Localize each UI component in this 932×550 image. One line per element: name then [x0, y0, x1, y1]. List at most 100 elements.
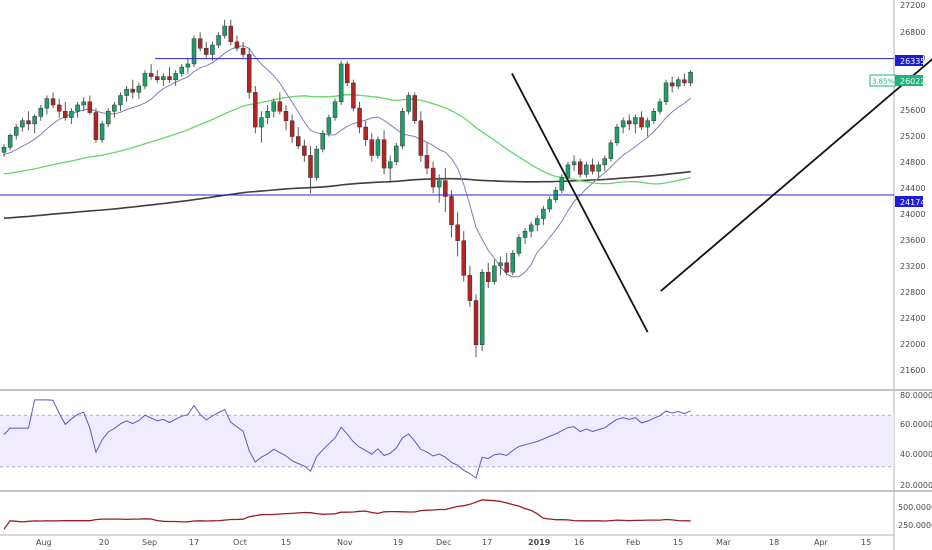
price-tick: 22400 [900, 314, 925, 323]
candle-body [657, 101, 663, 112]
candle-body [528, 224, 534, 232]
trendline [511, 72, 649, 333]
rsi-line [3, 399, 691, 479]
candle-body [326, 117, 332, 134]
candle-body [185, 63, 191, 68]
price-tick: 27200 [900, 1, 925, 10]
candle-body [590, 164, 595, 172]
volume-line [3, 499, 691, 530]
candle-body [124, 88, 129, 96]
volume-layer [3, 499, 691, 530]
candle-body [663, 82, 669, 103]
moving-average-layer [3, 45, 691, 278]
candle-body [314, 148, 319, 178]
moving-average-line [3, 170, 691, 219]
candle-body [455, 224, 460, 241]
candle-body [345, 63, 350, 84]
level-tag-lower [895, 196, 923, 207]
candle-body [357, 107, 362, 128]
candle-body [449, 196, 454, 226]
time-tick: Oct [233, 538, 247, 547]
candle-body [676, 79, 681, 87]
candle-body [130, 88, 135, 93]
candle-body [234, 41, 240, 49]
time-tick: 15 [673, 538, 683, 547]
candle-body [351, 82, 356, 109]
candle-body [265, 111, 270, 118]
candle-body [81, 101, 86, 106]
candle-body [651, 111, 657, 121]
candle-body [614, 126, 620, 144]
moving-average-line [3, 94, 691, 185]
volume-tick: 500.0000 [898, 503, 932, 512]
candle-body [332, 101, 338, 118]
candle-body [320, 133, 326, 150]
price-tick: 25200 [900, 132, 925, 141]
candle-body [584, 164, 589, 175]
candle-body [1, 146, 7, 153]
candle-body [375, 139, 381, 156]
candlestick-layer [1, 19, 693, 358]
candle-body [20, 120, 25, 128]
candle-body [535, 218, 540, 226]
candle-body [277, 101, 283, 112]
candle-body [639, 117, 644, 128]
price-tick: 24800 [900, 158, 925, 167]
candle-body [87, 101, 93, 113]
candle-body [253, 92, 258, 128]
candle-body [246, 54, 252, 93]
time-tick: Aug [36, 538, 52, 547]
candle-body [394, 145, 399, 163]
candle-body [302, 145, 307, 156]
rsi-tick: 60.0000 [900, 420, 932, 429]
candle-body [240, 47, 246, 55]
trendline-layer [511, 58, 932, 333]
candle-body [50, 98, 56, 106]
rsi-tick: 20.0000 [900, 481, 932, 490]
candle-body [412, 95, 417, 121]
candle-body [467, 275, 473, 301]
moving-average-line [3, 45, 691, 278]
level-tag-lower-text: 24174 [900, 198, 925, 207]
trendline [660, 58, 932, 292]
candle-body [14, 126, 19, 136]
candle-body [602, 158, 607, 166]
candle-body [56, 104, 62, 112]
candle-body [112, 104, 117, 112]
time-tick: 17 [482, 538, 492, 547]
candle-body [479, 271, 485, 346]
candle-body [69, 111, 74, 118]
candle-body [7, 135, 13, 148]
candle-body [461, 240, 466, 276]
candle-body [26, 120, 31, 125]
level-tag-upper-text: 26335 [900, 57, 925, 66]
candle-body [608, 142, 614, 159]
candle-body [308, 155, 313, 178]
time-tick: Mar [716, 538, 732, 547]
level-tag-upper [895, 55, 923, 66]
candle-body [424, 155, 430, 169]
candle-body [571, 161, 577, 166]
time-tick: Sep [142, 538, 157, 547]
price-tick: 26800 [900, 28, 925, 37]
candle-body [486, 271, 491, 282]
candle-body [38, 107, 44, 117]
time-tick: 17 [189, 538, 199, 547]
price-tick: 22000 [900, 340, 925, 349]
candle-body [210, 44, 215, 55]
horizontal-level-layer [0, 58, 894, 196]
candle-body [93, 112, 99, 140]
last-price-tag-text: 26022 [900, 77, 925, 86]
candle-body [516, 237, 522, 254]
price-tick: 25600 [900, 106, 925, 115]
candle-body [430, 167, 436, 188]
candle-body [216, 35, 221, 46]
candle-body [498, 262, 503, 267]
candle-body [167, 76, 172, 80]
candle-body [197, 38, 203, 49]
candle-body [32, 116, 37, 125]
time-tick: 16 [574, 538, 584, 547]
candle-body [559, 177, 565, 191]
candle-body [541, 208, 546, 219]
